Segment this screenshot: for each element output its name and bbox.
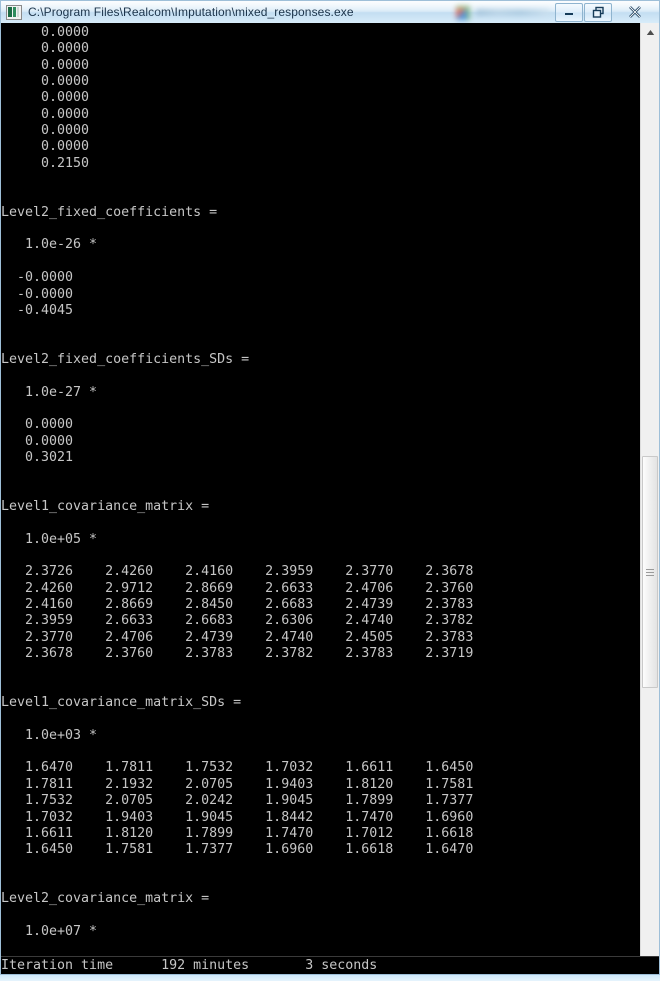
restore-icon bbox=[592, 6, 604, 18]
console-line: Level2_fixed_coefficients_SDs = bbox=[1, 351, 250, 367]
console-line: 2.3726 2.4260 2.4160 2.3959 2.3770 2.367… bbox=[1, 564, 474, 580]
console-line: -0.0000 bbox=[1, 270, 74, 286]
minimize-icon bbox=[565, 13, 573, 15]
console-line: 0.0000 bbox=[1, 139, 90, 155]
console-line: 0.0000 bbox=[1, 433, 74, 449]
console-line bbox=[1, 368, 640, 384]
console-line: -0.0000 bbox=[1, 286, 74, 302]
console-line bbox=[1, 319, 640, 335]
console-line bbox=[1, 662, 640, 678]
scrollbar-thumb[interactable] bbox=[642, 456, 658, 688]
console-line: 1.7532 2.0705 2.0242 1.9045 1.7899 1.737… bbox=[1, 793, 474, 809]
console-line: Level2_covariance_matrix = bbox=[1, 891, 210, 907]
console-line: 2.4260 2.9712 2.8669 2.6633 2.4706 2.376… bbox=[1, 580, 474, 596]
window-controls bbox=[554, 2, 657, 22]
console-line: Level2_fixed_coefficients = bbox=[1, 204, 218, 220]
console-line: 1.0e+07 * bbox=[1, 923, 98, 939]
restore-button[interactable] bbox=[584, 2, 612, 22]
console-line: Level1_covariance_matrix_SDs = bbox=[1, 695, 242, 711]
console-line bbox=[1, 221, 640, 237]
iteration-time-status: Iteration time 192 minutes 3 seconds bbox=[1, 956, 659, 974]
background-window-icon bbox=[456, 5, 470, 20]
console-line bbox=[1, 744, 640, 760]
console-line: 0.0000 bbox=[1, 123, 90, 139]
desktop-bottom-strip bbox=[0, 975, 660, 981]
console-line bbox=[1, 172, 640, 188]
console-line bbox=[1, 466, 640, 482]
scrollbar-grip bbox=[646, 567, 654, 578]
console-line bbox=[1, 548, 640, 564]
console-line bbox=[1, 254, 640, 270]
console-line: 1.7811 2.1932 2.0705 1.9403 1.8120 1.758… bbox=[1, 776, 474, 792]
console-line: 1.0e-26 * bbox=[1, 237, 98, 253]
console-line bbox=[1, 401, 640, 417]
console-line bbox=[1, 483, 640, 499]
console-line: 0.2150 bbox=[1, 155, 90, 171]
console-line: 1.0e+03 * bbox=[1, 727, 98, 743]
console-line: 0.0000 bbox=[1, 25, 90, 40]
console-line: 1.0e-27 * bbox=[1, 384, 98, 400]
console-line: Level1_covariance_matrix = bbox=[1, 498, 210, 514]
minimize-button[interactable] bbox=[555, 2, 583, 22]
console-line bbox=[1, 336, 640, 352]
console-line bbox=[1, 679, 640, 695]
console-line: 0.3021 bbox=[1, 449, 74, 465]
console-output[interactable]: 0.0000 0.0000 0.0000 0.0000 0.0000 0.000… bbox=[1, 23, 640, 974]
console-line bbox=[1, 940, 640, 956]
console-line bbox=[1, 875, 640, 891]
console-line: 2.3678 2.3760 2.3783 2.3782 2.3783 2.371… bbox=[1, 646, 474, 662]
scroll-up-arrow[interactable] bbox=[641, 23, 659, 41]
vertical-scrollbar[interactable] bbox=[640, 23, 659, 974]
console-line: 1.6470 1.7811 1.7532 1.7032 1.6611 1.645… bbox=[1, 760, 474, 776]
background-window-title-blur bbox=[476, 9, 550, 16]
console-line: 1.6611 1.8120 1.7899 1.7470 1.7012 1.661… bbox=[1, 825, 474, 841]
window-client-area: 0.0000 0.0000 0.0000 0.0000 0.0000 0.000… bbox=[0, 23, 660, 975]
scrollbar-track[interactable] bbox=[641, 41, 659, 956]
chevron-up-icon bbox=[646, 29, 654, 35]
console-line: 1.7032 1.9403 1.9045 1.8442 1.7470 1.696… bbox=[1, 809, 474, 825]
background-window-remnant bbox=[444, 3, 556, 22]
window-title: C:\Program Files\Realcom\Imputation\mixe… bbox=[28, 5, 354, 19]
console-line: 0.0000 bbox=[1, 417, 74, 433]
console-line: 0.0000 bbox=[1, 74, 90, 90]
console-line bbox=[1, 908, 640, 924]
console-line: 0.0000 bbox=[1, 90, 90, 106]
console-app-icon bbox=[6, 4, 22, 20]
close-icon bbox=[629, 6, 641, 18]
console-line: 2.4160 2.8669 2.8450 2.6683 2.4739 2.378… bbox=[1, 597, 474, 613]
console-line: 1.0e+05 * bbox=[1, 531, 98, 547]
console-line: 2.3770 2.4706 2.4739 2.4740 2.4505 2.378… bbox=[1, 629, 474, 645]
close-button[interactable] bbox=[613, 3, 657, 22]
console-line: -0.4045 bbox=[1, 302, 74, 318]
console-line: 0.0000 bbox=[1, 106, 90, 122]
console-line: 2.3959 2.6633 2.6683 2.6306 2.4740 2.378… bbox=[1, 613, 474, 629]
console-line: 1.6450 1.7581 1.7377 1.6960 1.6618 1.647… bbox=[1, 842, 474, 858]
console-line bbox=[1, 515, 640, 531]
console-line: 0.0000 bbox=[1, 57, 90, 73]
console-line bbox=[1, 711, 640, 727]
console-line bbox=[1, 188, 640, 204]
window-title-bar[interactable]: C:\Program Files\Realcom\Imputation\mixe… bbox=[0, 0, 660, 23]
console-line: 0.0000 bbox=[1, 41, 90, 57]
console-line bbox=[1, 859, 640, 875]
